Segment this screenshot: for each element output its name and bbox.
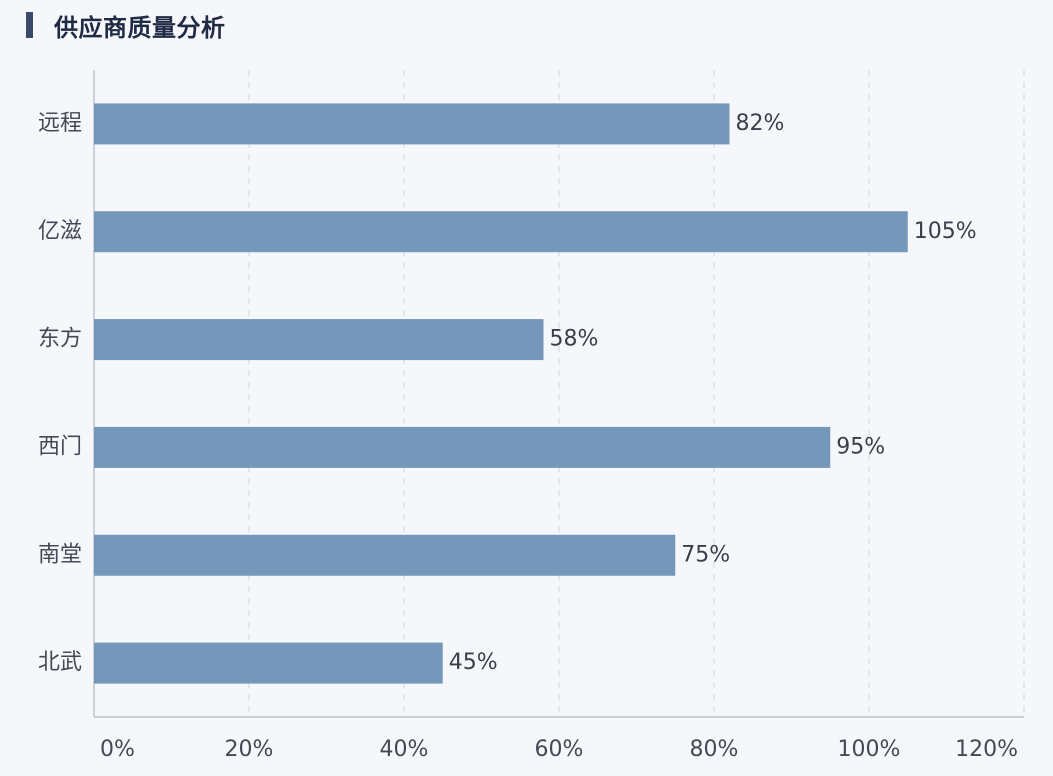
x-tick-label: 120% — [955, 737, 1018, 762]
x-tick-label: 40% — [380, 737, 429, 762]
category-label: 东方 — [38, 327, 82, 352]
bar — [94, 426, 831, 468]
value-label: 82% — [736, 111, 785, 136]
category-label: 北武 — [38, 650, 82, 675]
x-tick-label: 20% — [225, 737, 274, 762]
value-label: 75% — [681, 542, 730, 567]
value-label: 95% — [836, 434, 885, 459]
bar — [94, 319, 544, 361]
title-accent-bar — [26, 12, 33, 38]
x-tick-label: 60% — [535, 737, 584, 762]
value-label: 45% — [449, 650, 498, 675]
x-tick-label: 80% — [690, 737, 739, 762]
bar — [94, 211, 908, 253]
value-label: 105% — [914, 219, 977, 244]
category-label: 远程 — [38, 111, 82, 136]
chart-title: 供应商质量分析 — [54, 13, 226, 42]
bar — [94, 642, 443, 684]
x-tick-label: 0% — [100, 737, 135, 762]
category-label: 亿滋 — [38, 219, 82, 244]
category-label: 南堂 — [38, 542, 82, 567]
value-label: 58% — [550, 327, 599, 352]
bar — [94, 534, 676, 576]
category-label: 西门 — [38, 434, 82, 459]
title-row: 供应商质量分析 — [26, 8, 226, 42]
bar — [94, 103, 730, 145]
x-tick-label: 100% — [838, 737, 901, 762]
